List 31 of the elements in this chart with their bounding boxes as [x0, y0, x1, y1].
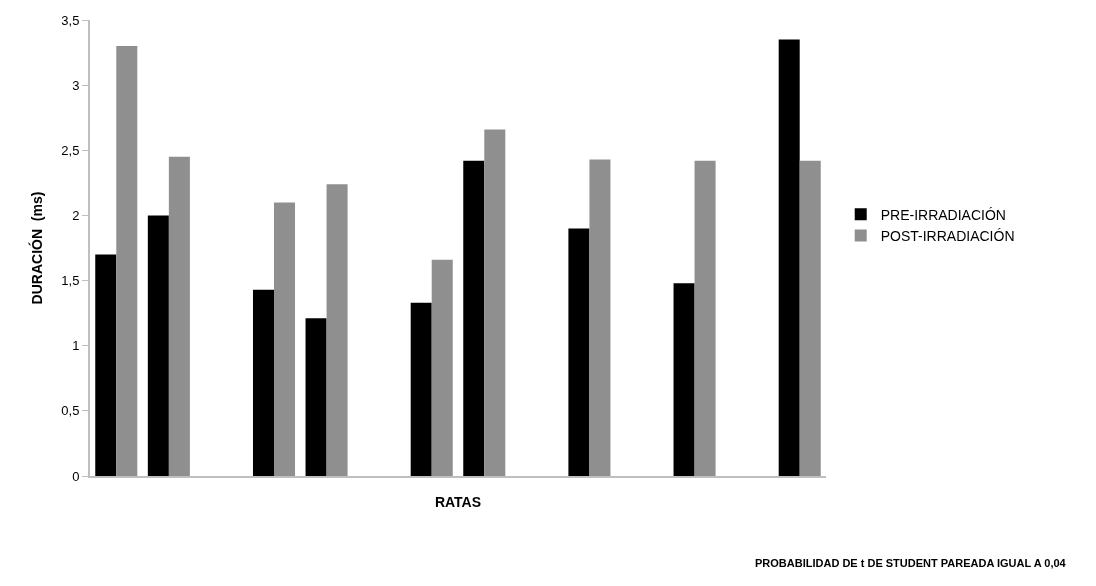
bar: [95, 254, 117, 476]
y-tick-label: 2,5: [61, 142, 80, 158]
legend-label: PRE-IRRADIACIÓN: [880, 206, 1006, 223]
bar: [326, 184, 348, 476]
y-tick-label: 3: [72, 77, 80, 93]
bar: [116, 46, 138, 476]
bar: [673, 283, 695, 476]
y-tick-label: 1,5: [61, 273, 80, 289]
text: PROBABILIDAD DE t DE STUDENT PAREADA IGUAL A 0,04: [755, 557, 1067, 569]
bar: [168, 156, 190, 476]
bar: [799, 160, 821, 476]
bar: [463, 160, 485, 476]
bar: [252, 289, 274, 476]
bar: [589, 159, 611, 476]
bar: [274, 202, 296, 476]
y-tick-label: 0,5: [61, 403, 80, 419]
y-tick-label: 0: [72, 468, 80, 484]
bar: [568, 228, 590, 476]
bar: [410, 302, 432, 476]
y-axis-title: DURACIÓN (ms): [28, 191, 46, 305]
bar: [305, 318, 327, 476]
bar: [484, 129, 506, 476]
bar: [778, 39, 800, 476]
bar: [694, 160, 716, 476]
y-tick-label: 3,5: [61, 12, 80, 28]
y-tick-label: 1: [72, 338, 80, 354]
bar: [147, 215, 169, 476]
bar: [431, 259, 453, 476]
legend-label: POST-IRRADIACIÓN: [880, 227, 1015, 244]
x-axis-title: RATAS: [434, 493, 482, 510]
y-tick-label: 2: [72, 207, 80, 223]
